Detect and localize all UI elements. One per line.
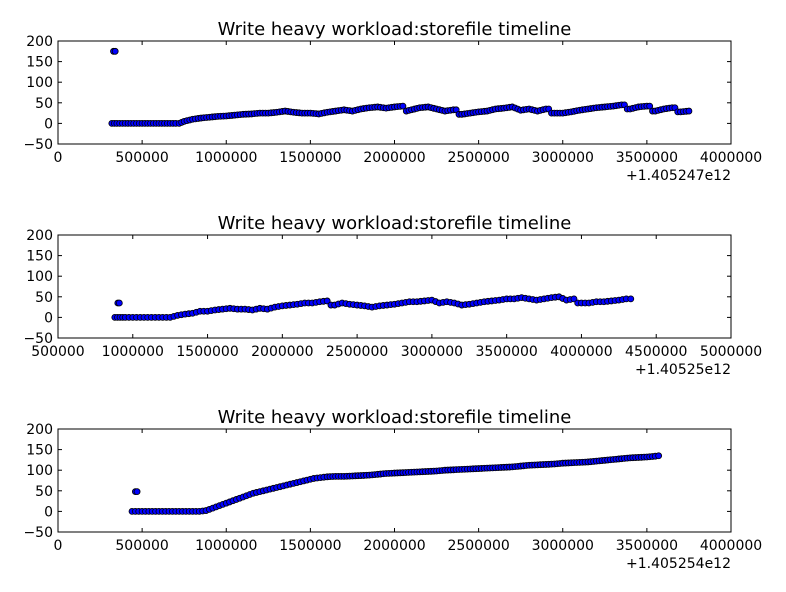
data-point [646,102,654,110]
y-tick-label: −50 [23,331,53,347]
data-point [133,488,141,496]
y-tick-label: 150 [26,443,53,459]
series-points [108,47,693,127]
x-tick-label: 0 [54,150,63,166]
y-tick-label: 200 [26,422,53,438]
y-tick-label: 100 [26,269,53,285]
y-tick-label: 50 [35,96,53,112]
x-tick-label: 1500000 [176,344,238,360]
x-tick-label: 3000000 [401,344,463,360]
data-point [323,297,331,305]
x-tick-label: 1000000 [195,150,257,166]
x-tick-label: 3500000 [475,344,537,360]
x-tick-label: 3500000 [616,150,678,166]
chart-title: Write heavy workload:storefile timeline [218,213,572,234]
x-tick-label: 3500000 [616,538,678,554]
chart-panel-1: Write heavy workload:storefile timeline 0… [23,19,762,184]
y-tick-label: 200 [26,34,53,50]
x-tick-label: 2000000 [251,344,313,360]
x-tick-label: 1500000 [279,538,341,554]
x-tick-label: 3000000 [532,150,594,166]
x-tick-label: 1500000 [279,150,341,166]
x-tick-label: 1000000 [195,538,257,554]
y-tick-label: 0 [44,116,53,132]
x-tick-label: 4000000 [550,344,612,360]
series-points [128,452,663,515]
x-tick-label: 4500000 [625,344,687,360]
x-tick-label: 1000000 [102,344,164,360]
chart-panel-3: Write heavy workload:storefile timeline 0… [23,407,762,572]
x-tick-label: 0 [54,538,63,554]
y-tick-label: 100 [26,75,53,91]
y-tick-label: 50 [35,484,53,500]
series-points [111,293,635,321]
x-offset-label: +1.40525e12 [635,362,731,378]
x-tick-label: 2000000 [363,150,425,166]
y-tick-label: 150 [26,55,53,71]
y-tick-label: 200 [26,228,53,244]
data-point [111,47,119,55]
data-point [399,102,407,110]
x-tick-label: 5000000 [700,344,762,360]
chart-panel-2: Write heavy workload:storefile timeline 5… [23,213,762,378]
data-point [685,107,693,115]
x-tick-label: 4000000 [700,538,762,554]
y-tick-label: 100 [26,463,53,479]
data-point [655,452,663,460]
y-tick-label: 0 [44,504,53,520]
x-tick-label: 500000 [31,344,84,360]
x-tick-label: 500000 [115,150,168,166]
x-tick-label: 2500000 [447,150,509,166]
y-tick-label: 0 [44,310,53,326]
x-offset-label: +1.405247e12 [626,168,731,184]
x-offset-label: +1.405254e12 [626,556,731,572]
y-tick-label: 150 [26,249,53,265]
chart-title: Write heavy workload:storefile timeline [218,407,572,428]
y-tick-label: 50 [35,290,53,306]
x-tick-label: 3000000 [532,538,594,554]
data-point [627,295,635,303]
x-tick-label: 500000 [115,538,168,554]
x-tick-label: 2000000 [363,538,425,554]
y-tick-label: −50 [23,137,53,153]
y-tick-label: −50 [23,525,53,541]
chart-title: Write heavy workload:storefile timeline [218,19,572,40]
plot-frame [57,234,732,339]
x-tick-label: 2500000 [447,538,509,554]
x-tick-label: 4000000 [700,150,762,166]
data-point [570,295,578,303]
x-tick-label: 2500000 [326,344,388,360]
data-point [115,299,123,307]
